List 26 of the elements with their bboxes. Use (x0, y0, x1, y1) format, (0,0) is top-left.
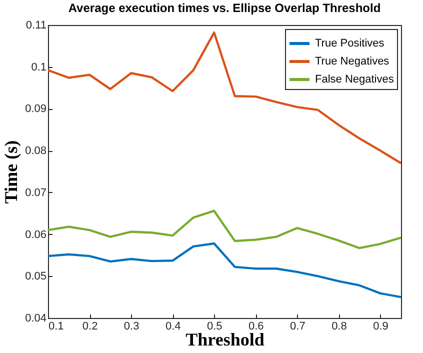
x-axis-title: Threshold (186, 330, 264, 350)
x-tick-label: 0.8 (332, 320, 347, 332)
y-tick-label: 0.07 (25, 186, 46, 199)
y-tick-label: 0.1 (31, 61, 46, 74)
y-tick-label: 0.08 (25, 145, 46, 158)
x-tick-label: 0.9 (373, 320, 388, 332)
line-series (48, 242, 401, 298)
x-tick-label: 0.1 (48, 320, 64, 332)
x-tick-label: 0.2 (82, 320, 98, 332)
y-tick-label: 0.06 (25, 228, 46, 241)
x-tick-label: 0.3 (124, 320, 140, 332)
legend-label: True Positives (315, 38, 385, 50)
y-tick-label: 0.11 (26, 20, 46, 32)
x-tick-label: 0.4 (165, 320, 181, 332)
x-tick-label: 0.7 (290, 320, 306, 332)
y-tick-label: 0.05 (25, 270, 46, 283)
legend-label: True Negatives (315, 56, 390, 68)
chart-title: Average execution times vs. Ellipse Overlap Threshold (68, 1, 381, 15)
x-tick-label: 0.5 (206, 320, 222, 332)
line-series (48, 31, 401, 164)
x-tick-label: 0.6 (248, 320, 264, 332)
y-tick-label: 0.04 (25, 312, 46, 324)
legend-label: False Negatives (315, 74, 394, 86)
line-series (48, 210, 401, 250)
y-axis-title: Time (s) (1, 140, 22, 204)
y-tick-label: 0.09 (25, 103, 46, 116)
